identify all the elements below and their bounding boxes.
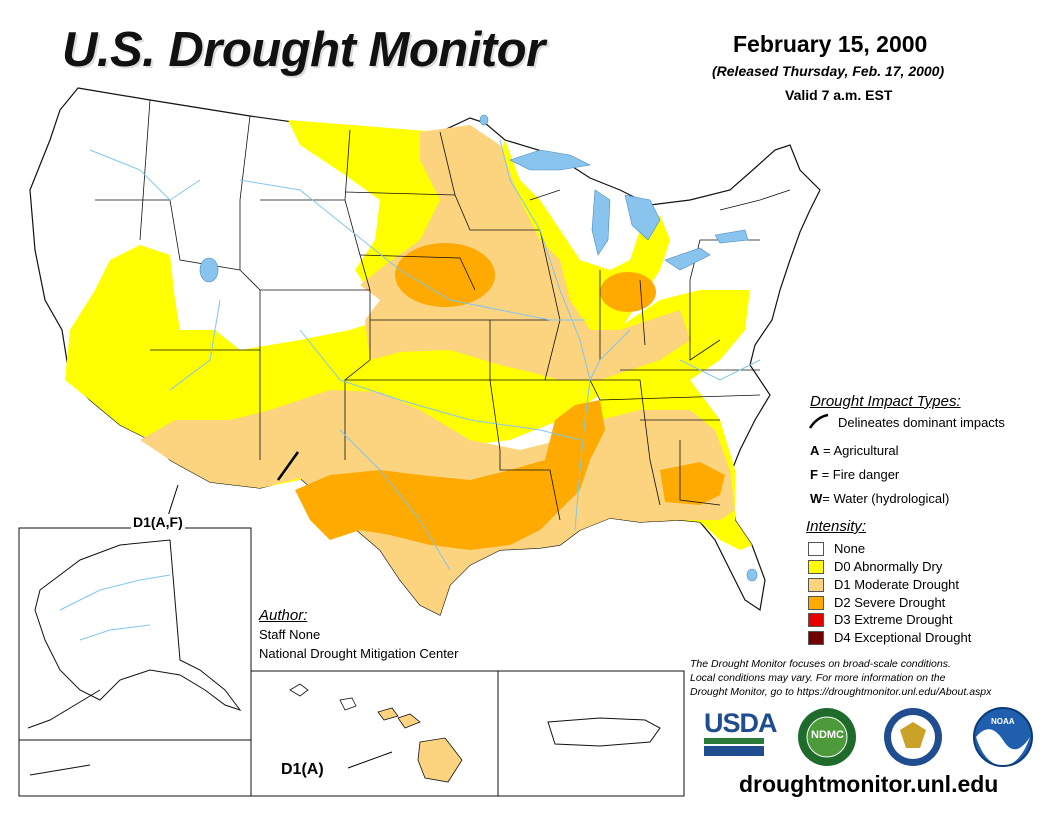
ndmc-logo-text: NDMC <box>811 729 844 741</box>
website-url[interactable]: droughtmonitor.unl.edu <box>739 771 999 797</box>
legend-d3: D3 Extreme Drought <box>808 612 953 627</box>
lake-huron <box>624 194 661 241</box>
valid-time: Valid 7 a.m. EST <box>785 87 893 103</box>
legend-swatch <box>808 541 824 556</box>
legend-swatch <box>808 612 824 627</box>
hawaii-islands <box>289 683 463 783</box>
disclaimer-note: The Drought Monitor focuses on broad-sca… <box>690 658 992 698</box>
impact-fire: F = Fire danger <box>810 467 900 482</box>
delineates-label: Delineates dominant impacts <box>838 415 1005 430</box>
impact-agricultural: A = Agricultural <box>810 443 899 458</box>
commerce-seal-logo <box>884 708 942 766</box>
impact-delineation-line <box>276 451 300 481</box>
lake-michigan <box>591 189 611 256</box>
impact-water: W= Water (hydrological) <box>810 491 950 506</box>
lake-superior <box>509 149 591 171</box>
alaska-outline <box>34 539 242 711</box>
lake-erie <box>664 247 711 271</box>
map-date: February 15, 2000 <box>733 31 928 57</box>
intensity-title: Intensity: <box>806 518 867 535</box>
southwest-impact-label: D1(A,F) <box>131 514 185 530</box>
delineation-legend-symbol <box>808 413 829 429</box>
noaa-logo <box>973 707 1033 767</box>
lake-of-the-woods <box>479 114 489 126</box>
d2-indiana <box>600 272 656 312</box>
legend-none: None <box>808 541 865 556</box>
d2-texas-arkansas <box>295 400 605 550</box>
d1-plains <box>360 125 690 380</box>
alaska-rivers <box>59 574 171 641</box>
legend-swatch <box>808 630 824 645</box>
ndmc-logo <box>798 708 856 766</box>
legend-d0: D0 Abnormally Dry <box>808 559 942 574</box>
lake-ontario <box>714 229 749 244</box>
noaa-logo-text: NOAA <box>991 717 1015 726</box>
rivers <box>89 139 761 571</box>
d2-nebraska <box>395 243 495 307</box>
hawaii-impact-label: D1(A) <box>281 761 324 778</box>
lakes <box>199 114 758 582</box>
d2-regions <box>295 243 725 550</box>
author-name: Staff None <box>259 627 321 642</box>
author-title: Author: <box>259 607 308 624</box>
legend-swatch <box>808 595 824 610</box>
usda-logo-text: USDA <box>704 708 778 738</box>
southwest-label-leader <box>167 484 179 517</box>
legend-d2: D2 Severe Drought <box>808 595 945 610</box>
lake-okeechobee <box>746 568 758 582</box>
state-boundaries <box>95 99 791 521</box>
legend-d4: D4 Exceptional Drought <box>808 630 971 645</box>
d2-georgia <box>660 462 725 505</box>
author-org: National Drought Mitigation Center <box>259 646 459 661</box>
puerto-rico-outline <box>547 717 661 747</box>
legend-swatch <box>808 577 824 592</box>
legend-d1: D1 Moderate Drought <box>808 577 959 592</box>
hawaii-inset-frame <box>250 670 499 797</box>
great-salt-lake <box>199 257 219 283</box>
usda-logo <box>704 738 764 756</box>
impact-types-title: Drought Impact Types: <box>810 393 961 410</box>
aleutian-islands <box>27 689 101 776</box>
release-date: (Released Thursday, Feb. 17, 2000) <box>712 63 945 79</box>
hawaii-label-leader <box>347 751 393 769</box>
page-title: U.S. Drought Monitor <box>62 23 545 77</box>
legend-swatch <box>808 559 824 574</box>
